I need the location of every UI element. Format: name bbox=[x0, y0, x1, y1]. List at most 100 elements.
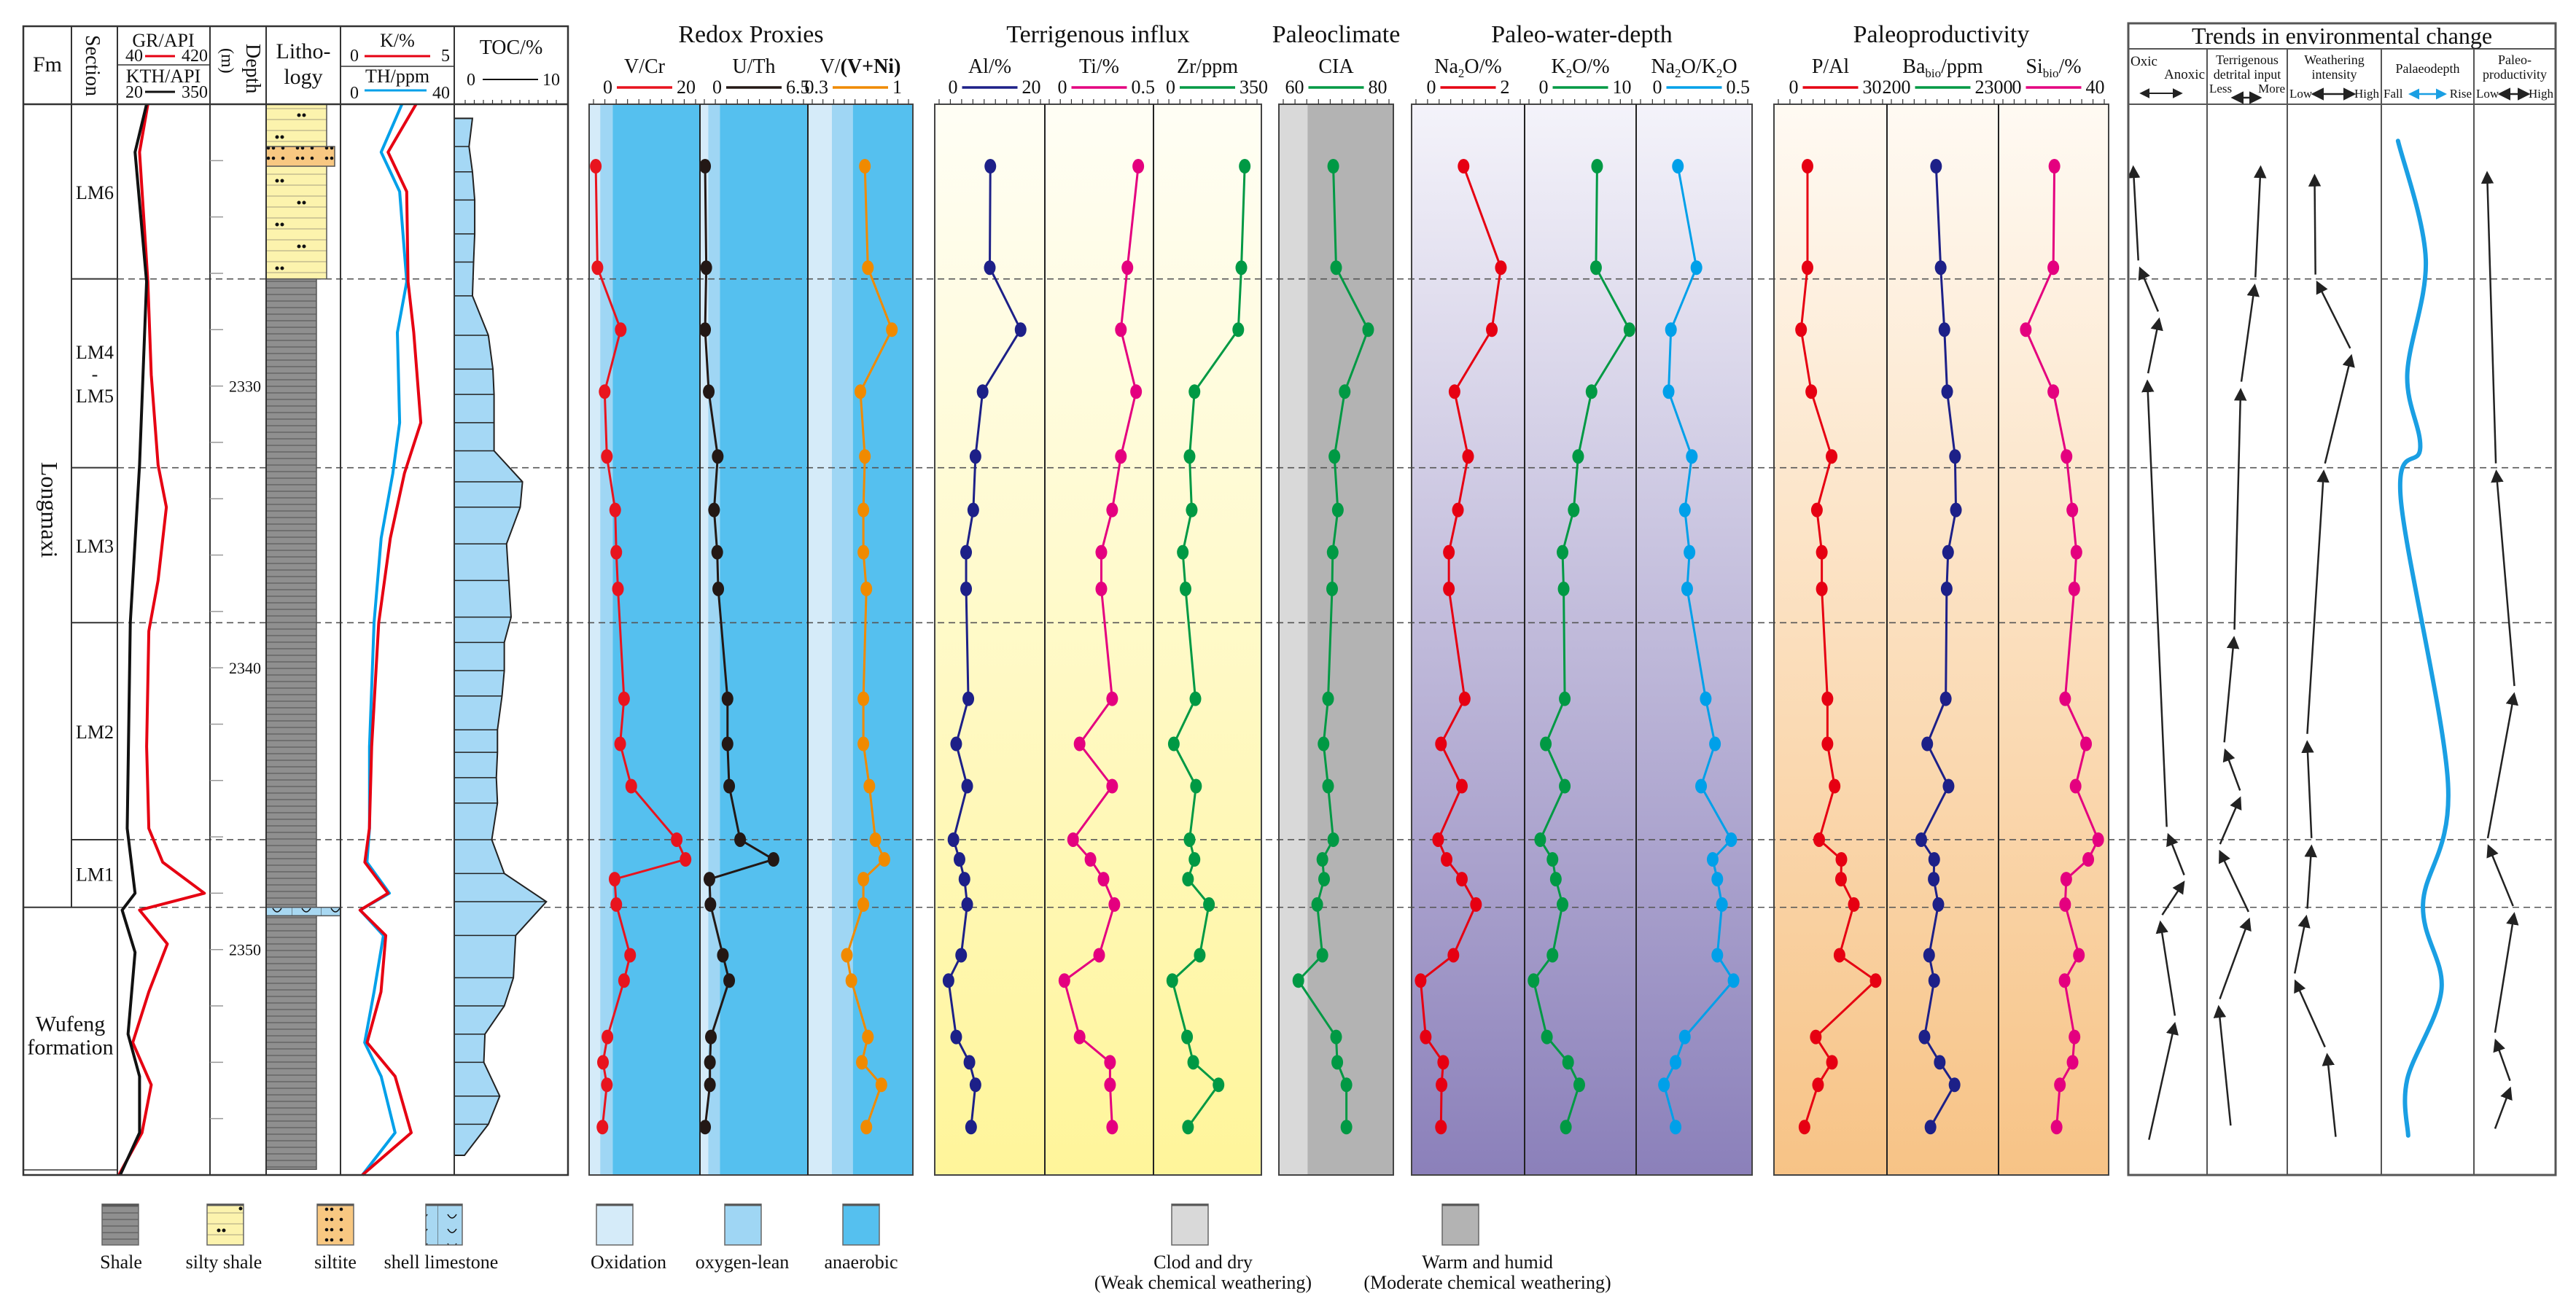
redox-group-title: Redox Proxies bbox=[678, 21, 823, 48]
toc-header: TOC/% bbox=[480, 36, 543, 59]
data-point-v_vni bbox=[862, 1029, 874, 1045]
si-axis-min: 0 bbox=[2012, 77, 2022, 98]
data-point-p_al bbox=[1798, 1120, 1810, 1135]
data-point-si bbox=[2020, 322, 2032, 337]
lithology-header-line1: Litho- bbox=[276, 39, 331, 63]
gr-header: GR/API bbox=[132, 30, 194, 51]
trend-head-weathering: Weathering bbox=[2304, 52, 2365, 67]
trend-arrow-weathering bbox=[2316, 280, 2351, 349]
data-point-v_vni bbox=[857, 691, 870, 706]
data-point-k2o bbox=[1562, 1055, 1574, 1070]
data-point-na2o bbox=[1432, 832, 1444, 847]
legend-label: silty shale bbox=[186, 1252, 262, 1273]
data-point-na2o_k2o bbox=[1711, 872, 1724, 887]
data-point-v_vni bbox=[878, 852, 890, 867]
data-point-ti bbox=[1067, 832, 1079, 847]
trend-arrow-redox bbox=[2148, 1021, 2179, 1140]
axis-title-part: O bbox=[1722, 55, 1737, 78]
legend-label: (Weak chemical weathering) bbox=[1094, 1272, 1312, 1293]
data-point-p_al bbox=[1795, 322, 1808, 337]
th-max: 40 bbox=[432, 84, 450, 103]
data-point-ti bbox=[1130, 384, 1143, 399]
data-point-v_vni bbox=[857, 544, 870, 560]
data-point-si bbox=[2058, 973, 2071, 988]
data-point-si bbox=[2092, 832, 2104, 847]
data-point-ba bbox=[1942, 544, 1954, 560]
data-point-na2o_k2o bbox=[1695, 778, 1708, 794]
data-point-u_th bbox=[723, 778, 736, 794]
data-point-na2o bbox=[1443, 581, 1455, 596]
data-point-zr bbox=[1187, 1055, 1199, 1070]
data-point-v_cr bbox=[608, 872, 620, 887]
section-unit-label: LM6 bbox=[76, 182, 114, 203]
data-point-u_th bbox=[704, 897, 717, 912]
data-point-v_cr bbox=[615, 322, 627, 337]
data-point-na2o_k2o bbox=[1686, 449, 1698, 464]
axis-title-part: /% bbox=[2058, 55, 2081, 78]
data-point-u_th bbox=[704, 1055, 716, 1070]
legend-label: Warm and humid bbox=[1422, 1252, 1553, 1273]
axis-title-part: 2 bbox=[1458, 66, 1465, 80]
data-point-v_vni bbox=[886, 322, 898, 337]
data-point-v_cr bbox=[597, 1055, 609, 1070]
th-curve bbox=[358, 104, 408, 1176]
axis-title-part: O/% bbox=[1572, 55, 1609, 78]
axis-title-part: CIA bbox=[1318, 55, 1354, 78]
trend-arrow-terrigenous bbox=[2223, 636, 2240, 743]
data-point-v_cr bbox=[596, 1120, 609, 1135]
terr-panel-frame bbox=[934, 104, 1262, 1176]
data-point-al bbox=[961, 778, 973, 794]
data-point-u_th bbox=[704, 1077, 716, 1093]
data-point-cia bbox=[1327, 159, 1339, 174]
data-point-zr bbox=[1183, 449, 1196, 464]
trend-head-terrigenous: Terrigenous bbox=[2216, 52, 2279, 67]
data-point-p_al bbox=[1805, 384, 1818, 399]
data-point-ti bbox=[1106, 778, 1118, 794]
data-point-ti bbox=[1106, 502, 1118, 518]
data-point-ba bbox=[1949, 449, 1961, 464]
data-point-k2o bbox=[1559, 691, 1571, 706]
data-point-al bbox=[950, 736, 962, 752]
axis-title-part: O/% bbox=[1464, 55, 1501, 78]
data-point-v_vni bbox=[860, 1120, 873, 1135]
data-point-zr bbox=[1203, 897, 1215, 912]
data-point-v_cr bbox=[618, 691, 630, 706]
data-point-ti bbox=[1084, 852, 1097, 867]
terr-group-title: Terrigenous influx bbox=[1006, 21, 1190, 48]
data-point-ti bbox=[1115, 322, 1127, 337]
data-point-ba bbox=[1928, 852, 1940, 867]
palaeodepth-curve bbox=[2395, 138, 2451, 1138]
prod-group-title: Paleoproductivity bbox=[1853, 21, 2030, 48]
data-point-k2o bbox=[1528, 973, 1540, 988]
data-point-v_vni bbox=[859, 449, 871, 464]
cia-zone bbox=[1307, 104, 1393, 1175]
data-point-si bbox=[2080, 736, 2093, 752]
data-point-v_vni bbox=[875, 1077, 887, 1093]
data-point-al bbox=[958, 872, 970, 887]
data-point-k2o bbox=[1572, 449, 1584, 464]
na2o-axis-max: 2 bbox=[1501, 77, 1510, 98]
data-point-u_th bbox=[717, 948, 729, 963]
data-point-k2o bbox=[1557, 581, 1570, 596]
data-point-p_al bbox=[1816, 581, 1828, 596]
data-point-ti bbox=[1104, 1077, 1116, 1093]
data-point-v_cr bbox=[590, 159, 602, 174]
data-point-al bbox=[960, 581, 973, 596]
data-point-ti bbox=[1108, 897, 1121, 912]
trend-arrow-redox bbox=[2141, 379, 2168, 827]
u_th-axis-max: 6.5 bbox=[786, 77, 810, 98]
data-point-al bbox=[967, 502, 979, 518]
k2o-axis-min: 0 bbox=[1539, 77, 1549, 98]
data-point-na2o_k2o bbox=[1678, 502, 1691, 518]
legend-label: Clod and dry bbox=[1153, 1252, 1253, 1273]
v_vni-zone bbox=[808, 104, 832, 1175]
al-axis-min: 0 bbox=[949, 77, 958, 98]
u_th-axis-min: 0 bbox=[712, 77, 722, 98]
trend-arrow-redox bbox=[2155, 920, 2176, 1016]
data-point-al bbox=[950, 1029, 962, 1045]
data-point-na2o bbox=[1458, 159, 1470, 174]
depth-unit: (m) bbox=[217, 48, 236, 74]
u_th-axis-title: U/Th bbox=[732, 55, 775, 78]
data-point-k2o bbox=[1623, 322, 1635, 337]
data-point-p_al bbox=[1835, 852, 1848, 867]
